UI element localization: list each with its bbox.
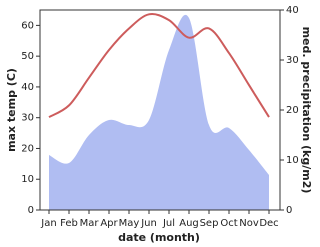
- x-tick-label: Jul: [162, 218, 175, 229]
- y2-axis-label: med. precipitation (kg/m2): [300, 27, 313, 194]
- y-tick-label: 10: [21, 174, 34, 185]
- x-tick-label: Jun: [140, 218, 157, 229]
- x-tick-label: Feb: [60, 218, 78, 229]
- y2-tick-label: 20: [286, 105, 299, 116]
- x-tick-label: Jan: [40, 218, 56, 229]
- x-tick-label: Nov: [239, 218, 259, 229]
- y-tick-label: 40: [21, 82, 34, 93]
- y2-tick-label: 40: [286, 5, 299, 16]
- y-tick-label: 60: [21, 20, 34, 31]
- x-tick-label: Sep: [200, 218, 219, 229]
- y-tick-label: 0: [28, 205, 34, 216]
- y-axis-label: max temp (C): [5, 68, 18, 152]
- y2-tick-label: 30: [286, 55, 299, 66]
- x-axis-label: date (month): [118, 231, 200, 244]
- precipitation-area: [49, 14, 269, 211]
- y-tick-label: 20: [21, 143, 34, 154]
- y2-tick-label: 10: [286, 155, 299, 166]
- y-tick-label: 50: [21, 51, 34, 62]
- x-tick-label: Apr: [100, 218, 118, 229]
- x-tick-label: May: [119, 218, 140, 229]
- y2-tick-label: 0: [286, 205, 292, 216]
- temperature-line: [48, 13, 270, 118]
- x-tick-label: Oct: [220, 218, 237, 229]
- x-tick-label: Dec: [259, 218, 278, 229]
- x-tick-label: Aug: [179, 218, 199, 229]
- x-tick-label: Mar: [80, 218, 100, 229]
- y-tick-label: 30: [21, 113, 34, 124]
